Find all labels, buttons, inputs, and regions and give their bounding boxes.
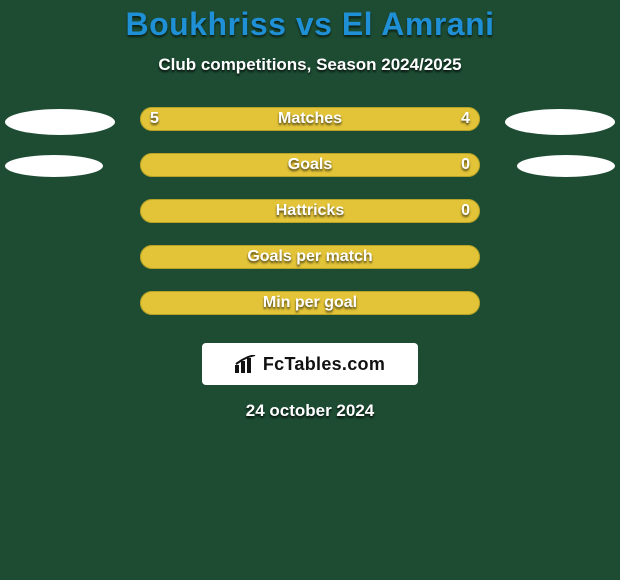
stat-row: Goals per match: [0, 241, 620, 287]
stat-bar-fill: [140, 199, 480, 223]
player-right-ellipse: [517, 155, 615, 177]
stat-row: Goals0: [0, 149, 620, 195]
brand-text: FcTables.com: [263, 354, 385, 375]
brand-chart-icon: [235, 355, 257, 373]
stat-bar: Min per goal: [140, 291, 480, 315]
player-right-ellipse: [505, 109, 615, 135]
page-title: Boukhriss vs El Amrani: [0, 0, 620, 43]
infographic-stage: Boukhriss vs El Amrani Club competitions…: [0, 0, 620, 580]
player-left-ellipse: [5, 109, 115, 135]
player-left-ellipse: [5, 155, 103, 177]
stat-bar: Matches54: [140, 107, 480, 131]
stat-row: Min per goal: [0, 287, 620, 333]
subtitle: Club competitions, Season 2024/2025: [0, 55, 620, 75]
stat-bar-fill: [140, 107, 480, 131]
stat-bar: Goals per match: [140, 245, 480, 269]
stat-rows: Matches54 Goals0 Hattricks0 Goals per match…: [0, 103, 620, 333]
date-text: 24 october 2024: [0, 401, 620, 421]
stat-row: Hattricks0: [0, 195, 620, 241]
brand-badge: FcTables.com: [202, 343, 418, 385]
stat-bar-fill: [140, 291, 480, 315]
stat-bar: Goals0: [140, 153, 480, 177]
stat-bar: Hattricks0: [140, 199, 480, 223]
stat-bar-fill: [140, 153, 480, 177]
stat-bar-fill: [140, 245, 480, 269]
stat-row: Matches54: [0, 103, 620, 149]
